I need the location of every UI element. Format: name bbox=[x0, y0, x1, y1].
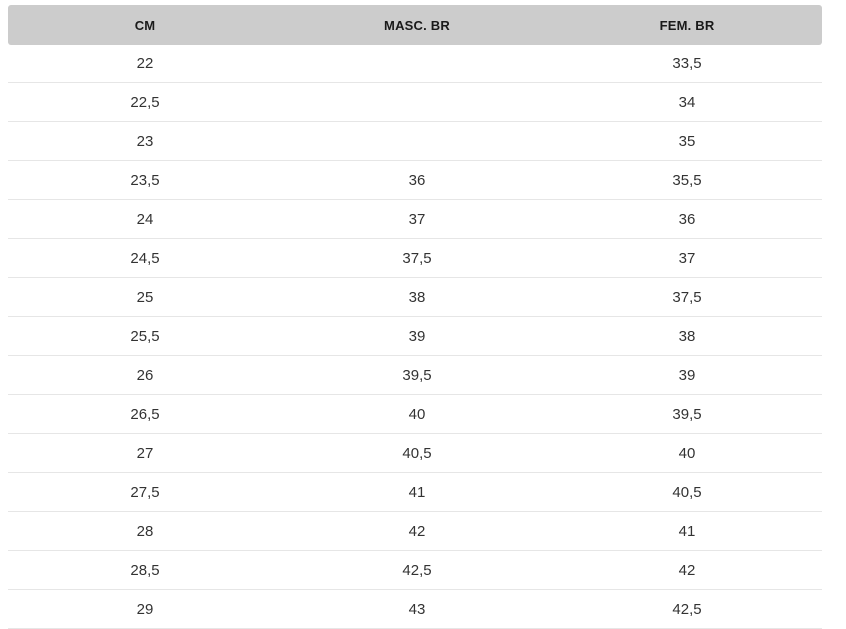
cell-fem: 39 bbox=[552, 355, 822, 395]
cell-cm: 29 bbox=[8, 589, 282, 629]
table-row: 29 43 42,5 bbox=[8, 589, 822, 629]
table-row: 27 40,5 40 bbox=[8, 433, 822, 473]
table-row: 25 38 37,5 bbox=[8, 277, 822, 317]
cell-masc: 39 bbox=[282, 316, 552, 356]
table-row: 28 42 41 bbox=[8, 511, 822, 551]
table-header-row: CM MASC. BR FEM. BR bbox=[8, 5, 822, 45]
cell-cm: 27 bbox=[8, 433, 282, 473]
cell-cm: 25 bbox=[8, 277, 282, 317]
cell-masc: 40,5 bbox=[282, 433, 552, 473]
column-header-fem[interactable]: FEM. BR bbox=[552, 5, 822, 45]
size-chart-container: CM MASC. BR FEM. BR 22 33,5 22,5 34 23 35 23,5… bbox=[8, 5, 822, 629]
cell-masc: 40 bbox=[282, 394, 552, 434]
cell-cm: 26 bbox=[8, 355, 282, 395]
cell-masc: 37 bbox=[282, 199, 552, 239]
table-body: 22 33,5 22,5 34 23 35 23,5 36 35,5 24 37 36 24,5 37,5… bbox=[8, 45, 822, 629]
cell-cm: 22 bbox=[8, 45, 282, 83]
cell-fem: 39,5 bbox=[552, 394, 822, 434]
cell-cm: 23,5 bbox=[8, 160, 282, 200]
cell-fem: 35,5 bbox=[552, 160, 822, 200]
cell-masc: 42,5 bbox=[282, 550, 552, 590]
cell-masc bbox=[282, 45, 552, 83]
cell-masc: 41 bbox=[282, 472, 552, 512]
table-row: 25,5 39 38 bbox=[8, 316, 822, 356]
cell-fem: 36 bbox=[552, 199, 822, 239]
table-row: 24 37 36 bbox=[8, 199, 822, 239]
cell-cm: 22,5 bbox=[8, 82, 282, 122]
table-row: 24,5 37,5 37 bbox=[8, 238, 822, 278]
table-row: 23,5 36 35,5 bbox=[8, 160, 822, 200]
cell-masc bbox=[282, 82, 552, 122]
cell-fem: 42,5 bbox=[552, 589, 822, 629]
table-row: 22,5 34 bbox=[8, 82, 822, 122]
cell-fem: 38 bbox=[552, 316, 822, 356]
cell-fem: 37 bbox=[552, 238, 822, 278]
cell-masc: 38 bbox=[282, 277, 552, 317]
cell-cm: 24 bbox=[8, 199, 282, 239]
cell-cm: 26,5 bbox=[8, 394, 282, 434]
cell-cm: 27,5 bbox=[8, 472, 282, 512]
column-header-masc[interactable]: MASC. BR bbox=[282, 5, 552, 45]
column-header-cm[interactable]: CM bbox=[8, 5, 282, 45]
size-conversion-table: CM MASC. BR FEM. BR 22 33,5 22,5 34 23 35 23,5… bbox=[8, 5, 822, 629]
cell-masc: 36 bbox=[282, 160, 552, 200]
cell-fem: 34 bbox=[552, 82, 822, 122]
table-row: 26,5 40 39,5 bbox=[8, 394, 822, 434]
cell-cm: 28 bbox=[8, 511, 282, 551]
table-row: 27,5 41 40,5 bbox=[8, 472, 822, 512]
cell-fem: 41 bbox=[552, 511, 822, 551]
cell-masc: 42 bbox=[282, 511, 552, 551]
cell-fem: 35 bbox=[552, 121, 822, 161]
cell-masc bbox=[282, 121, 552, 161]
table-row: 28,5 42,5 42 bbox=[8, 550, 822, 590]
cell-fem: 40 bbox=[552, 433, 822, 473]
cell-fem: 40,5 bbox=[552, 472, 822, 512]
cell-fem: 37,5 bbox=[552, 277, 822, 317]
cell-cm: 28,5 bbox=[8, 550, 282, 590]
table-header: CM MASC. BR FEM. BR bbox=[8, 5, 822, 45]
table-row: 23 35 bbox=[8, 121, 822, 161]
cell-masc: 39,5 bbox=[282, 355, 552, 395]
cell-masc: 37,5 bbox=[282, 238, 552, 278]
cell-cm: 25,5 bbox=[8, 316, 282, 356]
table-row: 22 33,5 bbox=[8, 45, 822, 83]
cell-fem: 42 bbox=[552, 550, 822, 590]
cell-masc: 43 bbox=[282, 589, 552, 629]
cell-cm: 23 bbox=[8, 121, 282, 161]
cell-cm: 24,5 bbox=[8, 238, 282, 278]
cell-fem: 33,5 bbox=[552, 45, 822, 83]
table-row: 26 39,5 39 bbox=[8, 355, 822, 395]
